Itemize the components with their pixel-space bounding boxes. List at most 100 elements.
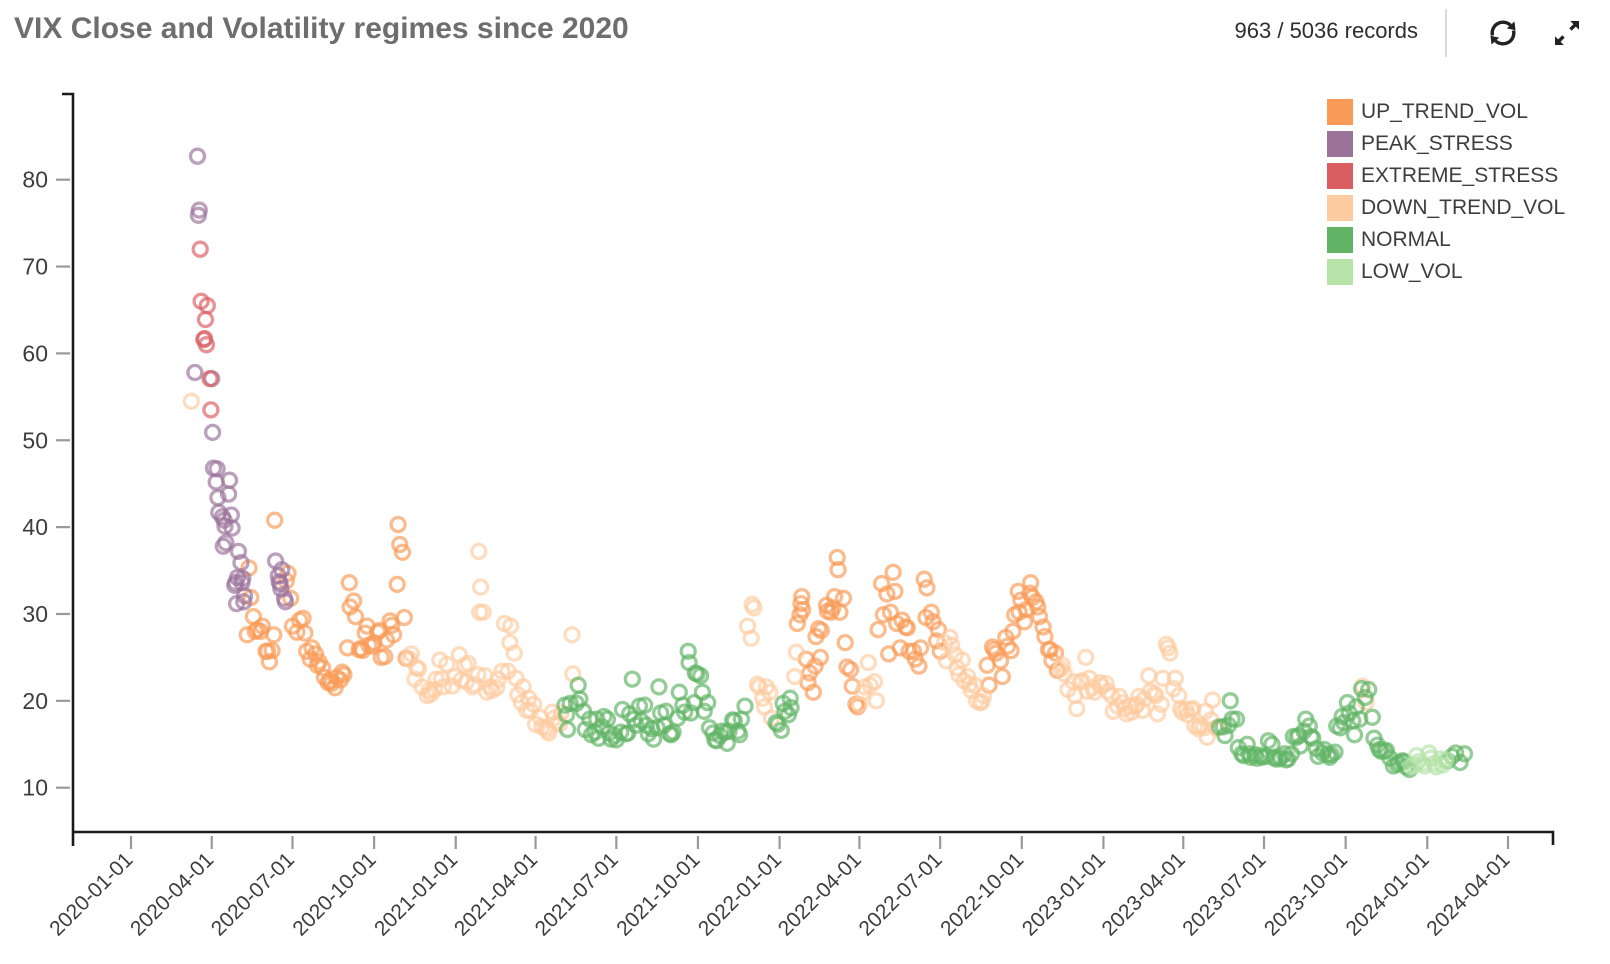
data-point [493, 662, 511, 680]
y-tick-label: 20 [22, 688, 48, 714]
data-point [1053, 656, 1072, 674]
legend-item-up-trend-vol[interactable]: UP_TREND_VOL [1327, 99, 1565, 125]
data-point [220, 471, 239, 489]
data-point [922, 603, 940, 621]
data-point [865, 673, 884, 691]
data-point [313, 659, 332, 677]
data-point [1198, 728, 1216, 746]
page-title: VIX Close and Volatility regimes since 2… [14, 12, 629, 45]
x-tick-label: 2021-07-01 [531, 848, 623, 940]
records-count: 963 / 5036 records [1234, 18, 1418, 43]
data-point [695, 702, 713, 720]
refresh-button[interactable] [1484, 18, 1522, 52]
data-point [276, 593, 295, 611]
data-point [190, 201, 208, 219]
data-point [1216, 726, 1234, 745]
y-tick-label: 10 [22, 775, 48, 801]
x-tick-label: 2021-10-01 [612, 848, 704, 940]
y-axis-line [62, 92, 75, 846]
data-point [787, 643, 806, 661]
y-tick-label: 30 [22, 601, 48, 627]
legend-label: LOW_VOL [1361, 260, 1463, 283]
data-point [941, 628, 959, 647]
data-point [471, 578, 490, 596]
data-point [502, 617, 520, 635]
x-tick-label: 2021-01-01 [370, 848, 462, 940]
legend-label: EXTREME_STRESS [1361, 164, 1559, 187]
x-tick-label: 2020-01-01 [45, 848, 137, 940]
data-point [383, 616, 401, 634]
data-point [459, 654, 477, 673]
x-tick-label: 2024-01-01 [1342, 848, 1434, 940]
data-point [828, 548, 846, 567]
data-point [911, 639, 930, 657]
data-point [389, 515, 407, 534]
data-point [393, 543, 412, 561]
data-point [781, 689, 799, 707]
data-point [1068, 700, 1086, 718]
data-point [234, 569, 252, 588]
data-point [376, 647, 394, 666]
data-point [388, 575, 406, 594]
data-point [1406, 756, 1424, 774]
data-point [384, 626, 403, 644]
data-point [1437, 751, 1455, 769]
data-point [395, 608, 413, 627]
data-point [829, 561, 847, 579]
legend-item-down-trend-vol[interactable]: DOWN_TREND_VOL [1327, 195, 1565, 221]
data-point [1029, 598, 1047, 616]
data-point [197, 336, 216, 354]
x-tick-label: 2023-01-01 [1018, 848, 1110, 940]
data-point [918, 579, 936, 597]
data-point [915, 570, 933, 588]
data-point [191, 240, 209, 258]
y-tick-label: 50 [22, 427, 48, 453]
data-point [650, 678, 668, 696]
data-point [1455, 745, 1474, 763]
data-point [834, 589, 853, 607]
data-point [340, 574, 358, 592]
data-point [266, 511, 284, 529]
data-point [1259, 732, 1278, 750]
legend-item-low-vol[interactable]: LOW_VOL [1327, 259, 1565, 285]
data-point [772, 721, 790, 740]
data-point [182, 392, 200, 410]
data-point [836, 633, 854, 652]
data-point [1227, 710, 1246, 728]
data-point [434, 678, 452, 696]
x-axis-line [73, 830, 1555, 845]
data-point [470, 542, 488, 561]
data-point [1046, 644, 1065, 662]
x-tick-label: 2020-10-01 [288, 848, 380, 940]
data-point [943, 636, 961, 654]
data-point [232, 554, 250, 572]
data-point [260, 653, 279, 671]
data-point [761, 683, 779, 701]
x-tick-label: 2020-07-01 [207, 848, 299, 940]
data-point [186, 363, 204, 382]
data-point [198, 296, 216, 315]
legend-item-peak-stress[interactable]: PEAK_STRESS [1327, 131, 1565, 157]
data-point [878, 585, 896, 603]
legend-swatch [1327, 195, 1353, 221]
data-point [786, 667, 804, 686]
data-point [993, 667, 1011, 686]
data-point [679, 642, 697, 660]
data-point [1002, 641, 1020, 660]
y-tick-label: 60 [22, 340, 48, 366]
legend-item-extreme-stress[interactable]: EXTREME_STRESS [1327, 163, 1565, 189]
data-point [788, 614, 806, 633]
x-tick-label: 2020-04-01 [126, 848, 218, 940]
expand-button[interactable] [1548, 18, 1586, 52]
data-point [469, 666, 487, 684]
data-point [898, 619, 916, 637]
data-point [253, 617, 271, 635]
data-point [1345, 726, 1364, 744]
data-point [869, 620, 887, 639]
x-tick-label: 2022-10-01 [936, 848, 1028, 940]
y-tick-label: 40 [22, 514, 48, 540]
data-point [811, 648, 830, 667]
data-point [841, 660, 860, 679]
legend-item-normal[interactable]: NORMAL [1327, 227, 1565, 253]
legend-swatch [1327, 131, 1353, 157]
